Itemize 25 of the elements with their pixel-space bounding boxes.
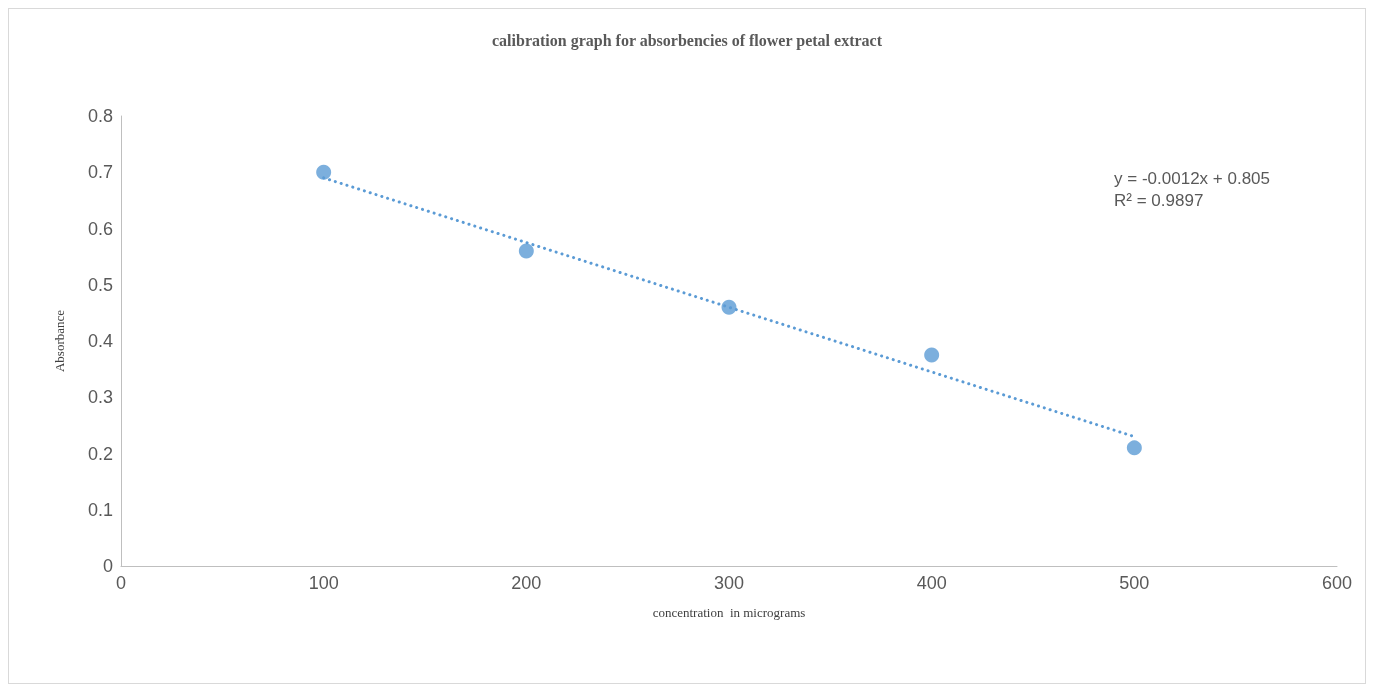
point bbox=[924, 347, 940, 363]
y-tick-label: 0.7 bbox=[87, 162, 113, 183]
x-tick-label: 100 bbox=[308, 573, 339, 593]
y-tick-label: 0.3 bbox=[87, 387, 113, 408]
x-tick-label: 600 bbox=[1321, 573, 1353, 593]
point bbox=[721, 299, 737, 315]
y-tick-label: 0.6 bbox=[87, 218, 113, 239]
x-tick-label: 400 bbox=[916, 573, 947, 593]
y-tick-label: 0.8 bbox=[87, 106, 113, 126]
x-tick-label: 200 bbox=[511, 573, 542, 593]
x-tick-label: 500 bbox=[1119, 573, 1150, 593]
point bbox=[1126, 440, 1142, 456]
x-axis-title: concentration in micrograms bbox=[652, 605, 806, 620]
y-tick-label: 0 bbox=[102, 556, 113, 576]
y-tick-label: 0.4 bbox=[87, 331, 113, 351]
point bbox=[518, 243, 534, 259]
point bbox=[316, 164, 332, 180]
y-axis-title: Absorbance bbox=[52, 309, 67, 373]
chart-title: calibration graph for absorbencies of flower petal extract bbox=[491, 31, 883, 50]
y-tick-label: 0.5 bbox=[87, 274, 113, 295]
x-tick-label: 0 bbox=[115, 573, 127, 593]
annotation: y = -0.0012x + 0.805 R² = 0.9897 bbox=[1114, 168, 1271, 210]
y-tick-label: 0.2 bbox=[87, 443, 113, 464]
x-tick-label: 300 bbox=[713, 573, 745, 593]
y-tick-label: 0.1 bbox=[87, 499, 113, 520]
